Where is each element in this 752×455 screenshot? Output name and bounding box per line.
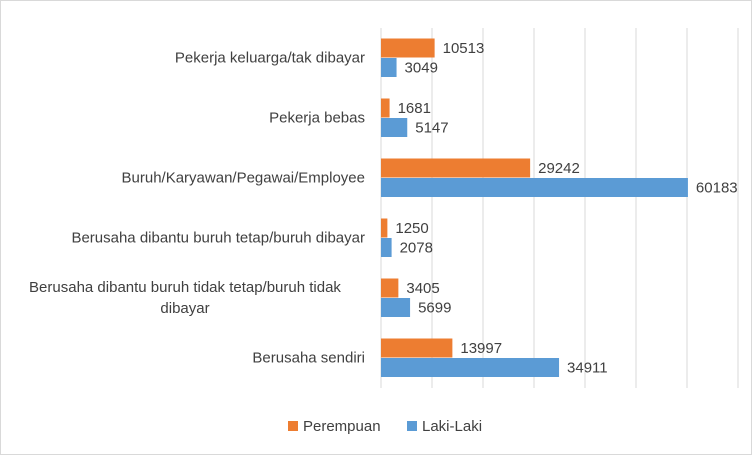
- data-label: 29242: [538, 160, 580, 177]
- data-label: 5699: [418, 300, 451, 317]
- data-label: 1250: [395, 220, 428, 237]
- y-tick-label: Buruh/Karyawan/Pegawai/Employee: [121, 169, 365, 187]
- data-label: 60183: [696, 180, 738, 197]
- y-tick-label: Pekerja bebas: [269, 109, 365, 127]
- category-label-box: Berusaha dibantu buruh tetap/buruh dibay…: [5, 228, 365, 249]
- bar: [381, 58, 397, 77]
- data-label: 1681: [398, 100, 431, 117]
- data-label: 3049: [405, 60, 438, 77]
- y-tick-label: Berusaha dibantu buruh tidak tetap/buruh…: [29, 279, 341, 317]
- data-label: 10513: [443, 40, 485, 57]
- bar: [381, 218, 388, 238]
- bar: [381, 178, 688, 197]
- legend-swatch: [407, 421, 417, 431]
- bar: [381, 298, 411, 317]
- category-label-box: Berusaha dibantu buruh tidak tetap/buruh…: [5, 277, 365, 319]
- bar: [381, 238, 392, 257]
- bar: [381, 98, 390, 118]
- data-label: 34911: [567, 360, 608, 377]
- y-tick-label: Pekerja keluarga/tak dibayar: [174, 49, 365, 67]
- data-label: 3405: [406, 280, 439, 297]
- bar: [381, 38, 435, 58]
- category-label-box: Pekerja bebas: [5, 108, 365, 129]
- bar: [381, 358, 560, 377]
- category-label-box: Pekerja keluarga/tak dibayar: [5, 48, 365, 69]
- bar: [381, 278, 399, 298]
- category-label-box: Berusaha sendiri: [5, 348, 365, 369]
- legend-label: Perempuan: [303, 418, 381, 435]
- legend-label: Laki-Laki: [422, 418, 482, 435]
- data-label: 5147: [415, 120, 448, 137]
- bar: [381, 118, 408, 137]
- bar: [381, 158, 531, 178]
- data-label: 2078: [400, 240, 433, 257]
- y-tick-label: Berusaha dibantu buruh tetap/buruh dibay…: [71, 229, 365, 247]
- y-tick-label: Berusaha sendiri: [252, 349, 365, 367]
- category-label-box: Buruh/Karyawan/Pegawai/Employee: [5, 168, 365, 189]
- data-label: 13997: [460, 340, 502, 357]
- legend-swatch: [288, 421, 298, 431]
- bar: [381, 338, 453, 358]
